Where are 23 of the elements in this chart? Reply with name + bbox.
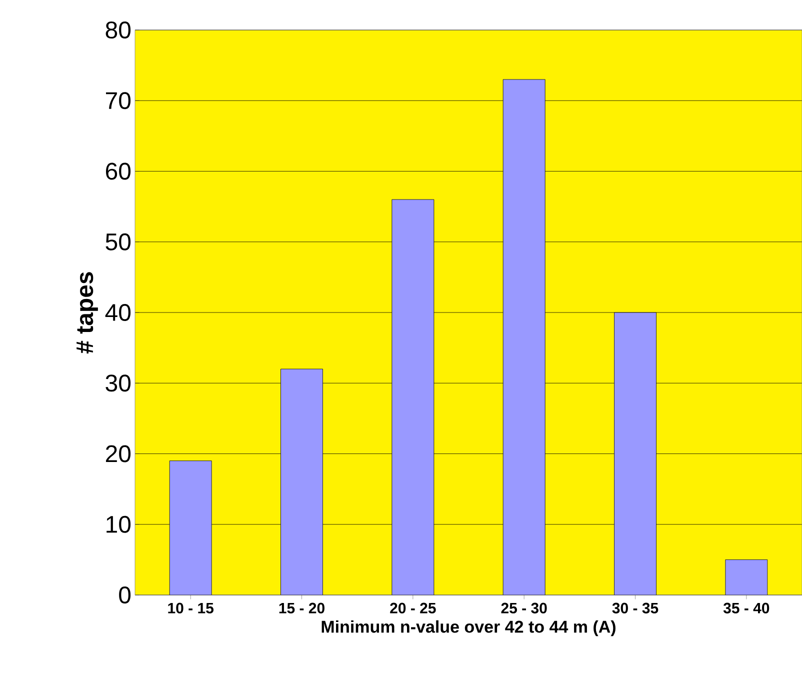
bar	[614, 312, 656, 595]
bar	[169, 460, 212, 595]
y-axis-title: # tapes	[76, 272, 98, 354]
x-tick-label: 15 - 20	[279, 602, 324, 614]
x-tick-label: 30 - 35	[612, 602, 658, 614]
y-tick-label: 10	[106, 516, 131, 533]
bar	[280, 368, 323, 595]
y-tick-label: 0	[119, 586, 131, 604]
x-tick-label: 35 - 40	[723, 602, 770, 614]
bar	[725, 559, 768, 595]
bar	[392, 199, 434, 595]
y-tick-label: 80	[106, 22, 131, 38]
x-tick-label: 20 - 25	[390, 602, 436, 614]
y-tick-label: 40	[105, 304, 131, 321]
x-tick-label: 10 - 15	[168, 602, 214, 614]
y-tick-label: 70	[106, 92, 131, 110]
y-tick-label: 20	[106, 445, 131, 462]
x-tick-label: 25 - 30	[501, 602, 547, 614]
y-tick-label: 30	[106, 374, 131, 392]
bar	[502, 79, 546, 595]
y-tick-label: 50	[106, 233, 131, 250]
y-tick-label: 60	[106, 162, 131, 180]
x-axis-title: Minimum n-value over 42 to 44 m (A)	[322, 620, 616, 636]
